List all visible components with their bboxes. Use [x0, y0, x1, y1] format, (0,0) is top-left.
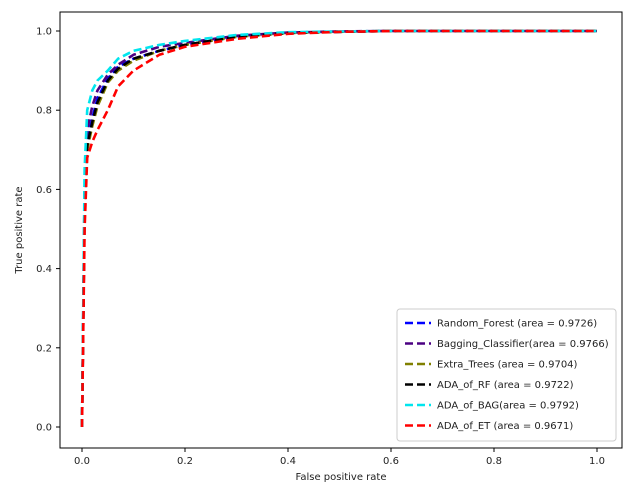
x-tick-label: 0.8	[486, 456, 502, 467]
legend-label: ADA_of_BAG(area = 0.9792)	[437, 401, 579, 412]
y-tick-label: 0.2	[36, 343, 52, 354]
legend-label: ADA_of_ET (area = 0.9671)	[437, 421, 573, 432]
x-axis-label: False positive rate	[296, 472, 387, 483]
legend-items: Random_Forest (area = 0.9726) Bagging_Cla…	[405, 319, 609, 432]
y-tick-label: 0.8	[36, 106, 52, 117]
y-axis: 0.0 0.2 0.4 0.6 0.8 1.0	[36, 27, 60, 434]
x-tick-label: 0.6	[383, 456, 399, 467]
legend-label: Random_Forest (area = 0.9726)	[437, 319, 597, 330]
legend-label: Extra_Trees (area = 0.9704)	[437, 360, 578, 371]
x-axis: 0.0 0.2 0.4 0.6 0.8 1.0	[74, 448, 605, 467]
legend: Random_Forest (area = 0.9726) Bagging_Cla…	[396, 308, 617, 442]
x-tick-label: 1.0	[589, 456, 605, 467]
y-tick-label: 0.6	[36, 185, 52, 196]
y-tick-label: 0.0	[36, 423, 52, 434]
series-line-6	[80, 29, 597, 428]
y-axis-label: True positive rate	[14, 186, 25, 274]
legend-label: ADA_of_RF (area = 0.9722)	[437, 380, 574, 391]
x-tick-label: 0.4	[280, 456, 296, 467]
series-layer	[80, 29, 597, 428]
plot-frame	[59, 11, 623, 449]
series-line-2	[80, 29, 597, 428]
legend-box	[396, 308, 617, 442]
y-tick-label: 1.0	[36, 27, 52, 38]
x-tick-label: 0.2	[177, 456, 193, 467]
legend-label: Bagging_Classifier(area = 0.9766)	[437, 339, 609, 350]
x-tick-label: 0.0	[74, 456, 90, 467]
y-tick-label: 0.4	[36, 264, 52, 275]
